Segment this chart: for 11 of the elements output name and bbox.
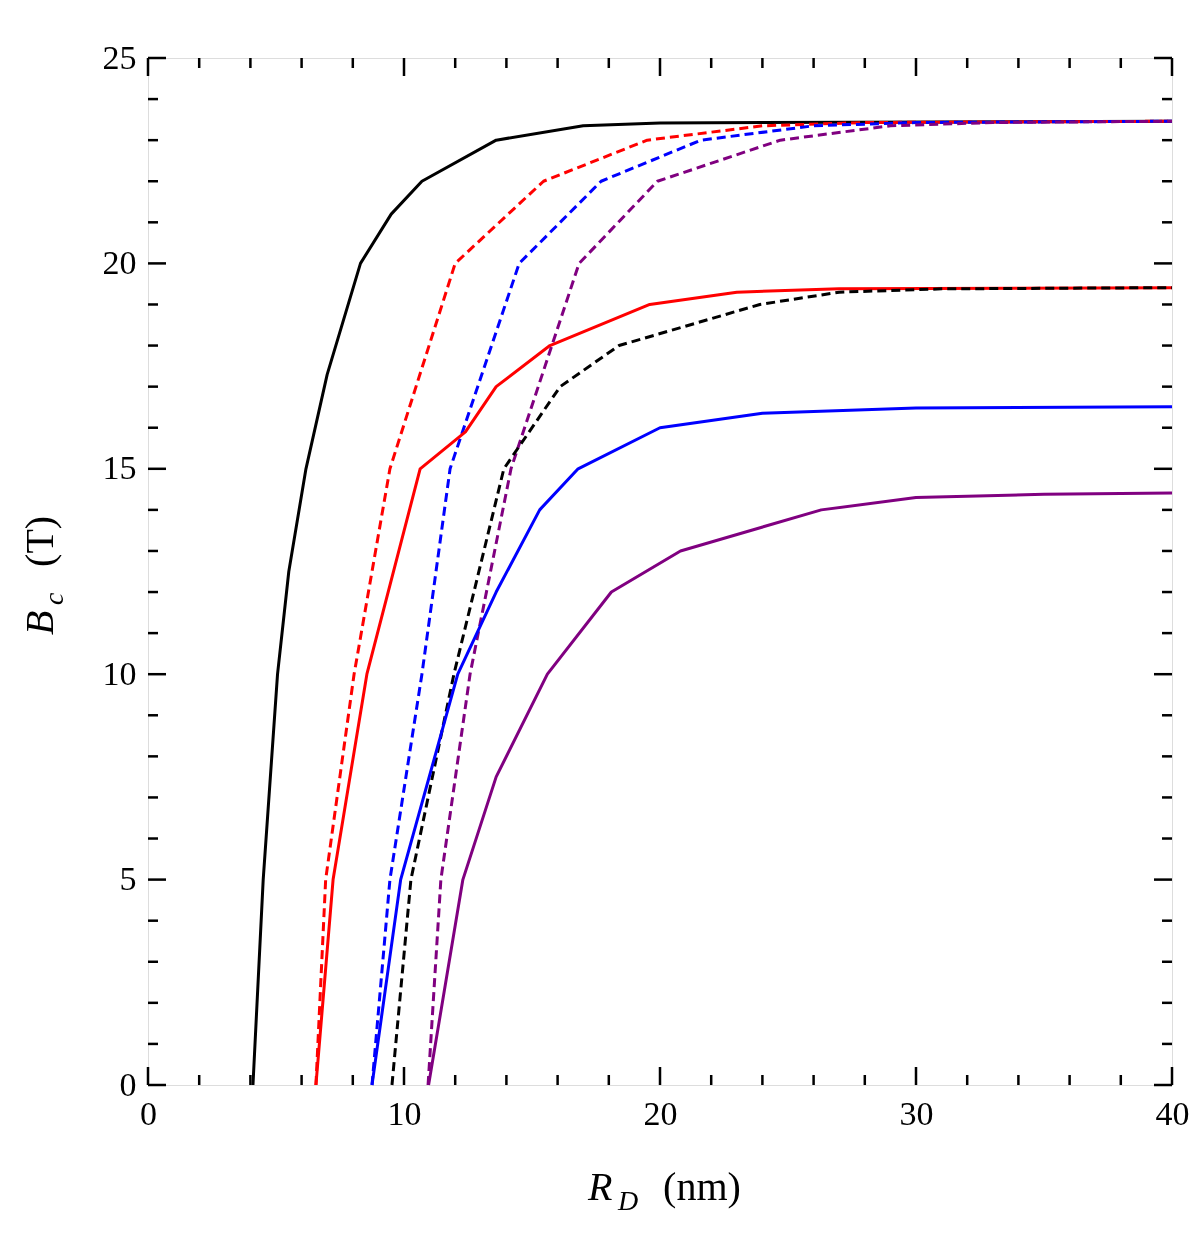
y-tick-label: 15 [102,449,137,487]
y-tick-label: 0 [119,1065,137,1103]
y-axis-title: Bc (T) [17,515,69,635]
y-tick-label: 5 [119,860,137,898]
y-tick-label: 10 [102,654,137,692]
y-tick-label: 20 [102,243,137,281]
x-tick-label: 10 [387,1094,422,1132]
y-tick-label: 25 [102,38,137,76]
x-tick-label: 20 [643,1094,678,1132]
x-tick-label: 30 [899,1094,934,1132]
x-tick-label: 40 [1155,1094,1190,1132]
